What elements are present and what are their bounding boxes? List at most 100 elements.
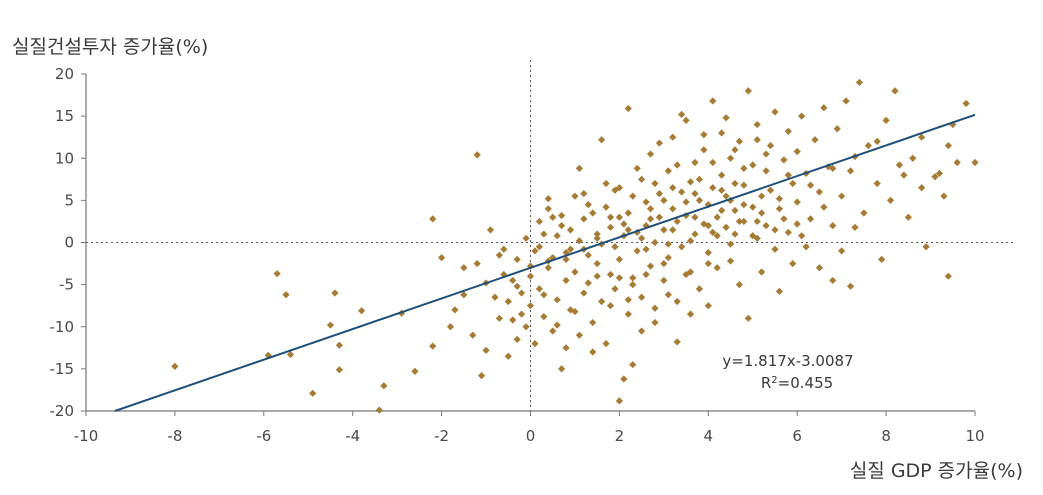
data-point <box>784 228 792 236</box>
r-squared-value: =0.455 <box>778 374 834 392</box>
data-point <box>740 181 748 189</box>
data-point <box>962 99 970 108</box>
data-point <box>669 205 677 213</box>
data-point <box>544 264 552 272</box>
data-point <box>669 184 677 192</box>
data-point <box>713 264 721 272</box>
data-point <box>598 136 606 144</box>
data-point <box>273 270 281 278</box>
data-point <box>904 213 912 221</box>
data-point <box>700 146 708 154</box>
data-point <box>629 192 637 200</box>
data-point <box>731 179 739 188</box>
data-point <box>873 137 881 145</box>
data-point <box>740 217 748 226</box>
data-point <box>753 120 761 129</box>
data-point <box>438 254 446 262</box>
data-point <box>646 150 655 158</box>
data-point <box>518 310 526 318</box>
data-point <box>815 188 824 196</box>
data-point <box>855 78 864 87</box>
data-point <box>584 279 592 287</box>
data-point <box>309 389 317 397</box>
data-point <box>558 222 566 230</box>
data-point <box>558 365 566 373</box>
data-point <box>549 327 557 335</box>
data-point <box>646 205 655 213</box>
data-point <box>638 293 646 301</box>
x-tick-label: -4 <box>345 427 360 445</box>
data-point <box>838 192 846 200</box>
data-point <box>611 285 619 293</box>
data-point <box>878 255 886 263</box>
data-point <box>935 169 944 178</box>
data-point <box>326 321 335 329</box>
data-point <box>709 97 717 105</box>
data-point <box>695 196 704 204</box>
data-point <box>646 215 655 223</box>
data-point <box>780 215 788 223</box>
data-point <box>709 158 717 167</box>
data-point <box>575 164 583 172</box>
data-point <box>531 340 539 348</box>
data-point <box>509 316 517 324</box>
data-point <box>762 150 770 158</box>
data-point <box>793 147 801 156</box>
data-point <box>678 110 686 119</box>
data-point <box>944 142 952 150</box>
data-point <box>802 243 810 251</box>
data-point <box>544 205 552 213</box>
data-point <box>411 367 419 376</box>
data-point <box>704 249 712 257</box>
data-point <box>833 125 841 133</box>
data-point <box>526 262 535 270</box>
data-point <box>780 156 788 164</box>
data-point <box>593 230 601 238</box>
y-tick-label: -20 <box>50 402 75 420</box>
data-point <box>522 234 530 242</box>
data-point <box>798 112 806 120</box>
data-point <box>580 215 588 223</box>
data-point <box>838 247 846 255</box>
data-point <box>624 296 632 304</box>
data-point <box>504 352 512 360</box>
data-point <box>940 192 948 200</box>
data-point <box>931 173 939 181</box>
data-point <box>593 234 601 242</box>
data-point <box>700 131 708 139</box>
data-points <box>171 78 979 414</box>
data-point <box>602 340 610 348</box>
data-point <box>829 276 837 285</box>
x-tick-label: 8 <box>881 427 891 445</box>
data-point <box>882 116 890 124</box>
x-tick-label: 4 <box>704 427 714 445</box>
data-point <box>380 382 388 390</box>
data-point <box>691 213 699 221</box>
data-point <box>584 251 592 259</box>
data-point <box>460 291 468 299</box>
data-point <box>580 289 588 297</box>
data-point <box>615 255 623 263</box>
data-point <box>771 108 779 116</box>
data-point <box>495 251 503 259</box>
data-point <box>526 302 535 310</box>
data-point <box>749 232 757 240</box>
data-point <box>286 350 295 359</box>
data-point <box>531 247 539 255</box>
data-point <box>678 243 686 251</box>
data-point <box>815 264 824 272</box>
data-point <box>682 198 690 206</box>
data-point <box>664 254 672 262</box>
x-tick-label: 10 <box>965 427 984 445</box>
data-point <box>713 213 721 221</box>
data-point <box>789 259 797 268</box>
data-point <box>575 237 583 245</box>
data-point <box>357 307 366 315</box>
data-point <box>478 372 486 380</box>
data-point <box>633 228 641 236</box>
data-point <box>842 97 850 105</box>
data-point <box>820 203 828 211</box>
data-point <box>429 342 437 350</box>
data-point <box>549 254 557 262</box>
data-point <box>718 171 726 179</box>
